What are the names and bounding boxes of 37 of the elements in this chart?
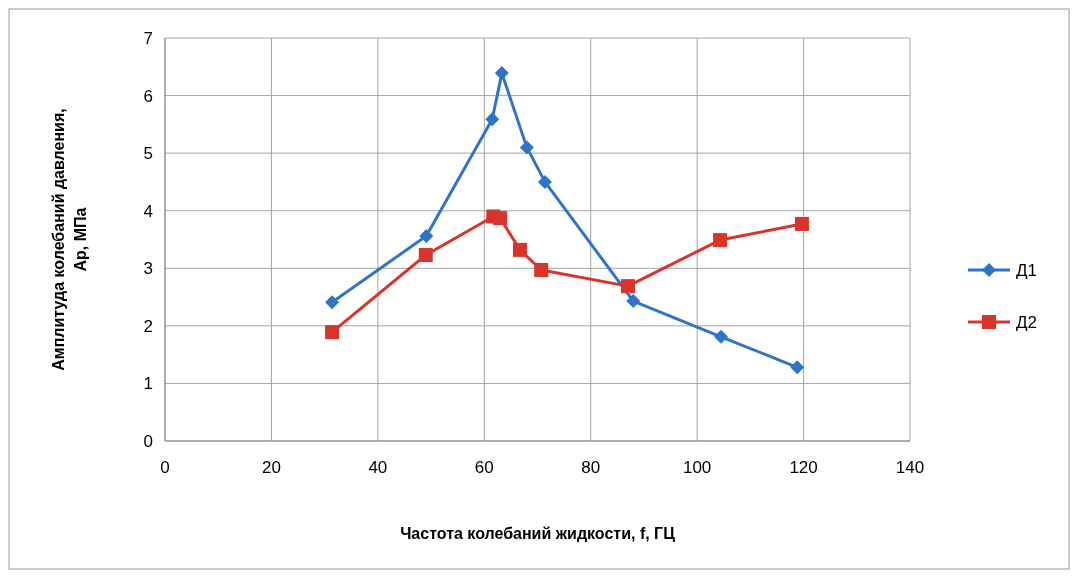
point	[325, 295, 340, 310]
y-tick-label: 4	[143, 201, 153, 221]
point	[493, 211, 508, 226]
x-tick-label: 80	[581, 458, 601, 477]
x-tick-label: 40	[368, 458, 388, 477]
y-tick-label: 2	[143, 316, 153, 336]
legend-label: Д2	[1016, 313, 1037, 332]
x-tick-label: 120	[789, 458, 818, 477]
point	[713, 233, 728, 248]
point	[620, 279, 635, 294]
x-tick-label: 60	[474, 458, 494, 477]
y-tick-label: 5	[143, 144, 153, 164]
point	[519, 140, 534, 155]
point	[418, 248, 433, 263]
point	[325, 325, 340, 340]
point	[714, 329, 729, 344]
point	[419, 229, 434, 244]
y-tick-label: 0	[143, 432, 153, 451]
legend-label: Д1	[1016, 261, 1037, 280]
y-tick-label: 1	[143, 374, 153, 394]
point	[537, 174, 552, 189]
point	[494, 66, 509, 81]
x-tick-label: 0	[160, 458, 170, 477]
point	[485, 112, 500, 127]
point	[794, 216, 809, 231]
x-tick-label: 140	[895, 458, 925, 477]
y-axis-title: Амплитуда колебаний давления, Ар, МПа	[50, 108, 89, 371]
y-tick-label: 7	[143, 29, 153, 48]
x-tick-label: 100	[682, 458, 712, 477]
point	[534, 263, 549, 278]
point	[626, 294, 641, 309]
y-tick-label: 3	[143, 259, 153, 279]
y-tick-label: 6	[143, 86, 153, 106]
point	[790, 360, 805, 375]
x-tick-label: 20	[261, 458, 281, 477]
point	[512, 242, 527, 257]
x-axis-title: Частота колебаний жидкости, f, ГЦ	[400, 525, 676, 542]
